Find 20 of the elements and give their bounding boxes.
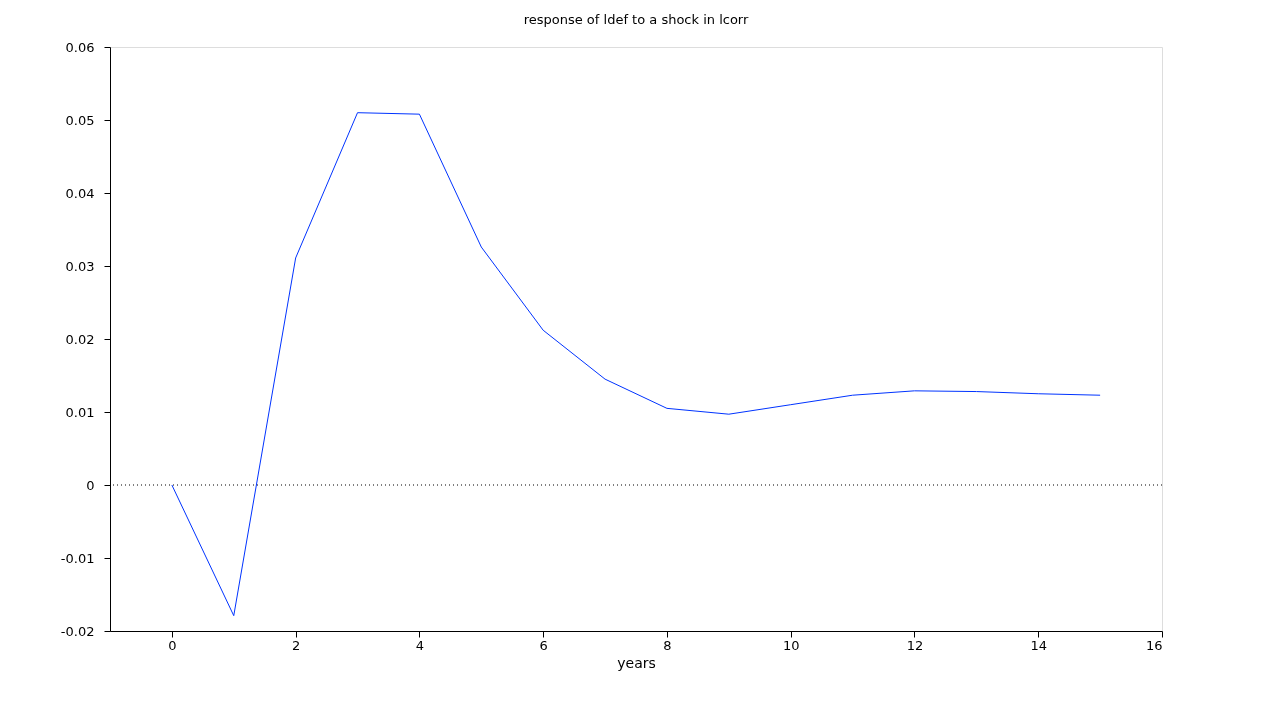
y-tick-label: 0 — [86, 477, 95, 493]
chart-title: response of ldef to a shock in lcorr — [523, 12, 749, 27]
x-tick-label: 14 — [1030, 637, 1048, 653]
x-tick-label: 2 — [292, 637, 301, 653]
x-axis-title: years — [617, 654, 656, 671]
y-tick-label: 0.05 — [65, 112, 95, 128]
x-tick-label: 16 — [1145, 637, 1163, 653]
x-tick-label: 10 — [782, 637, 800, 653]
x-tick-label: 8 — [663, 637, 672, 653]
y-tick-label: 0.04 — [65, 185, 95, 201]
y-tick-label: 0.06 — [65, 39, 95, 55]
y-tick-label: -0.01 — [60, 550, 95, 566]
y-tick-label: -0.02 — [60, 623, 95, 639]
x-tick-label: 0 — [168, 637, 177, 653]
y-tick-label: 0.02 — [65, 331, 95, 347]
y-tick-label: 0.03 — [65, 258, 95, 274]
x-tick-label: 6 — [539, 637, 548, 653]
y-tick-label: 0.01 — [65, 404, 95, 420]
x-tick-label: 12 — [906, 637, 924, 653]
x-tick-label: 4 — [415, 637, 425, 653]
